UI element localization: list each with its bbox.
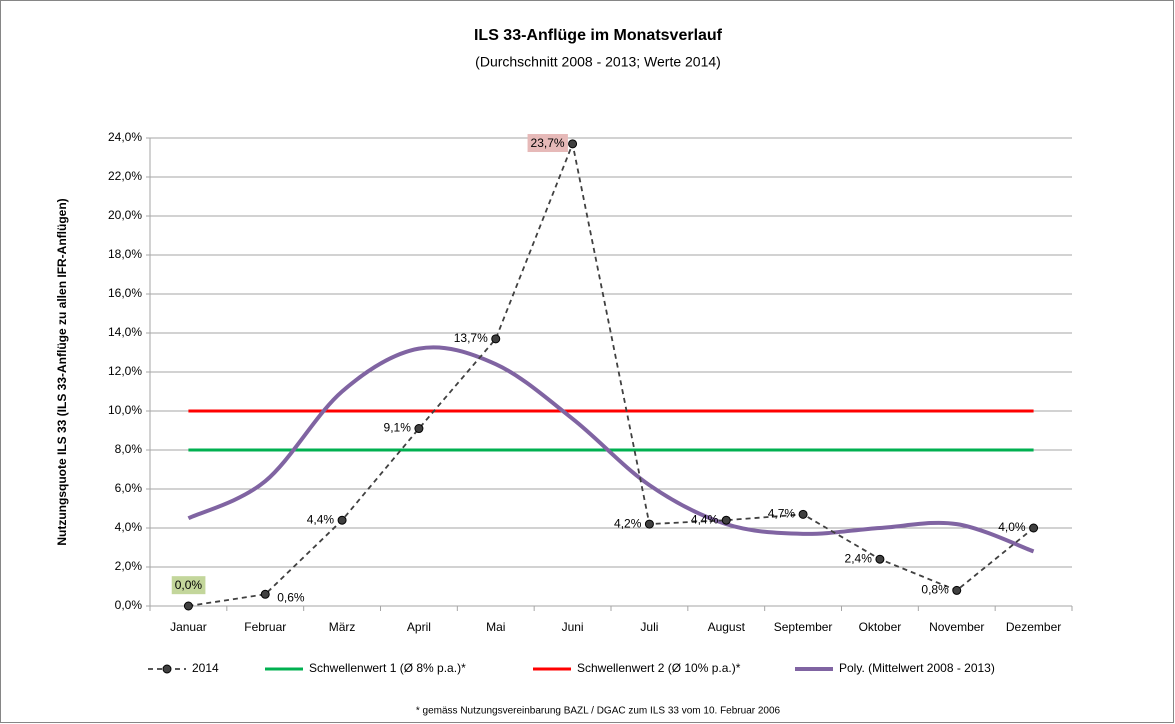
legend-marker [162, 664, 172, 674]
x-tick-label: August [708, 620, 746, 634]
data-label: 13,7% [454, 331, 488, 345]
legend-label: Poly. (Mittelwert 2008 - 2013) [839, 661, 995, 675]
x-tick-label: April [407, 620, 431, 634]
data-label-bg [527, 134, 568, 153]
data-label-bg [171, 576, 206, 595]
y-tick-label: 0,0% [115, 598, 143, 612]
data-label: 23,7% [531, 136, 565, 150]
data-label: 0,6% [277, 590, 305, 604]
y-axis-label: Nutzungsquote ILS 33 (ILS 33-Anflüge zu … [55, 198, 69, 545]
marker [875, 554, 885, 564]
x-tick-label: November [929, 620, 984, 634]
x-tick-label: März [329, 620, 356, 634]
marker [337, 515, 347, 525]
y-tick-label: 8,0% [115, 442, 143, 456]
y-tick-label: 6,0% [115, 481, 143, 495]
footnote: * gemäss Nutzungsvereinbarung BAZL / DGA… [416, 706, 781, 717]
x-tick-label: Juni [562, 620, 584, 634]
marker [260, 589, 270, 599]
data-label: 0,8% [921, 583, 949, 597]
y-tick-label: 12,0% [108, 364, 142, 378]
chart-title: ILS 33-Anflüge im Monatsverlauf [474, 27, 723, 44]
data-label: 0,0% [175, 578, 203, 592]
legend-label: Schwellenwert 2 (Ø 10% p.a.)* [577, 661, 741, 675]
series-line [187, 345, 1035, 554]
data-label: 4,2% [614, 516, 642, 530]
data-label: 4,4% [307, 512, 335, 526]
marker [798, 509, 808, 519]
marker [414, 424, 424, 434]
x-tick-label: Oktober [859, 620, 902, 634]
y-tick-label: 24,0% [108, 130, 142, 144]
data-label: 4,0% [998, 520, 1026, 534]
marker [183, 601, 193, 611]
data-label: 4,7% [768, 507, 796, 521]
data-label: 9,1% [384, 421, 412, 435]
series-line [188, 140, 1035, 607]
marker [568, 139, 578, 149]
marker [1029, 523, 1039, 533]
y-tick-label: 22,0% [108, 169, 142, 183]
y-tick-label: 2,0% [115, 559, 143, 573]
data-label: 4,4% [691, 512, 719, 526]
data-label: 2,4% [845, 551, 873, 565]
legend-label: Schwellenwert 1 (Ø 8% p.a.)* [309, 661, 466, 675]
x-tick-label: Dezember [1006, 620, 1061, 634]
y-tick-label: 18,0% [108, 247, 142, 261]
x-tick-label: Januar [170, 620, 207, 634]
y-tick-label: 4,0% [115, 520, 143, 534]
legend-label: 2014 [192, 661, 219, 675]
marker [644, 519, 654, 529]
y-tick-label: 10,0% [108, 403, 142, 417]
x-tick-label: Juli [640, 620, 658, 634]
marker [721, 515, 731, 525]
chart-subtitle: (Durchschnitt 2008 - 2013; Werte 2014) [475, 54, 721, 70]
marker [491, 334, 501, 344]
y-tick-label: 16,0% [108, 286, 142, 300]
y-tick-label: 14,0% [108, 325, 142, 339]
x-tick-label: Mai [486, 620, 505, 634]
x-tick-label: Februar [244, 620, 286, 634]
y-tick-label: 20,0% [108, 208, 142, 222]
marker [952, 585, 962, 595]
x-tick-label: September [774, 620, 833, 634]
